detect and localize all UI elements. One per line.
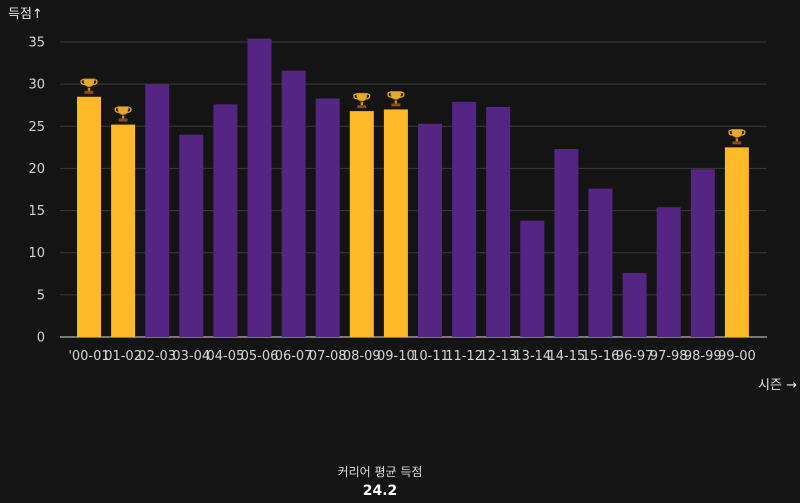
- x-tick-label: 97-98: [650, 349, 688, 364]
- grid-lines: [60, 41, 767, 338]
- bars: [77, 38, 749, 338]
- x-tick-label: 08-09: [343, 349, 381, 364]
- y-tick-label: 10: [28, 246, 45, 261]
- x-tick-label: 12-13: [479, 349, 517, 364]
- x-tick-label: 05-06: [241, 349, 279, 364]
- bar: [588, 188, 613, 337]
- bar-championship: [111, 124, 136, 337]
- x-tick-label: 06-07: [275, 349, 313, 364]
- labels: 0 5 10 15 20 25 30 35 '00-0101-0202-0303-0404-05…: [28, 36, 755, 365]
- x-tick-label: 02-03: [138, 349, 176, 364]
- bar: [281, 70, 306, 338]
- trophy-icon: [728, 129, 746, 145]
- bar: [418, 123, 442, 337]
- x-tick-label: 07-08: [309, 349, 347, 364]
- x-tick-label: 04-05: [207, 349, 245, 364]
- bar: [486, 106, 511, 338]
- bar: [315, 98, 340, 337]
- bar: [452, 101, 477, 337]
- bar-championship: [724, 147, 749, 337]
- bar-chart: 0 5 10 15 20 25 30 35 '00-0101-0202-0303-0404-05…: [8, 7, 797, 393]
- x-tick-label: '00-01: [68, 349, 109, 364]
- bar: [520, 220, 545, 337]
- x-tick-label: 09-10: [377, 349, 415, 364]
- bar: [213, 104, 238, 337]
- y-tick-label: 5: [37, 288, 45, 303]
- bar: [554, 149, 579, 337]
- career-average-label: 커리어 평균 득점: [337, 465, 423, 479]
- y-tick-label: 25: [28, 120, 45, 135]
- x-tick-label: 14-15: [548, 349, 586, 364]
- x-tick-label: 98-99: [684, 349, 722, 364]
- trophy-icon: [80, 78, 98, 94]
- x-tick-label: 99-00: [718, 349, 756, 364]
- bar-championship: [77, 96, 101, 338]
- y-tick-label: 35: [28, 36, 45, 51]
- x-tick-label: 13-14: [513, 349, 551, 364]
- bar-championship: [349, 111, 374, 337]
- x-tick-label: 01-02: [104, 349, 142, 364]
- bar: [247, 38, 272, 337]
- x-tick-label: 03-04: [172, 349, 210, 364]
- bar: [690, 169, 715, 337]
- trophy-icon: [353, 92, 371, 109]
- bar: [179, 134, 204, 337]
- y-tick-label: 20: [28, 162, 45, 177]
- trophy-icon: [387, 91, 405, 107]
- bar: [145, 84, 170, 338]
- trophy-icon: [114, 106, 132, 122]
- y-axis-title: 득점↑: [8, 7, 43, 22]
- x-axis-title: 시즌 →: [758, 378, 797, 393]
- x-tick-label: 10-11: [411, 349, 449, 364]
- y-tick-label: 0: [37, 331, 45, 346]
- bar: [622, 272, 647, 337]
- bar-championship: [383, 109, 408, 337]
- bar: [656, 207, 681, 337]
- career-average-value: 24.2: [362, 483, 398, 499]
- y-tick-label: 30: [28, 78, 45, 93]
- x-tick-label: 96-97: [616, 349, 654, 364]
- x-tick-label: 15-16: [582, 349, 620, 364]
- y-tick-label: 15: [28, 204, 45, 219]
- x-tick-label: 11-12: [445, 349, 483, 364]
